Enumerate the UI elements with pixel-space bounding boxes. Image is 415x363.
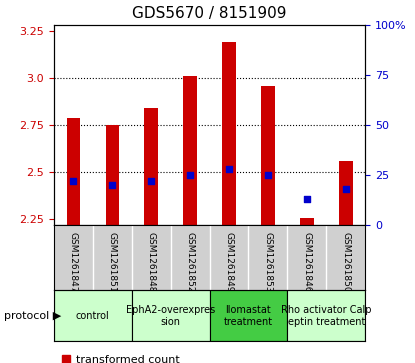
Bar [300, 217, 314, 225]
Bar [261, 86, 275, 225]
Bar [105, 125, 119, 225]
Text: GSM1261850: GSM1261850 [341, 232, 350, 292]
Point [109, 182, 116, 188]
Point [187, 172, 193, 178]
Bar [339, 161, 353, 225]
Text: llomastat
treatment: llomastat treatment [224, 305, 273, 327]
Bar [54, 290, 132, 341]
Point [70, 178, 77, 184]
Text: GSM1261853: GSM1261853 [264, 232, 272, 292]
Text: GSM1261852: GSM1261852 [186, 232, 195, 292]
Bar [132, 290, 210, 341]
Text: control: control [76, 311, 110, 321]
Text: protocol ▶: protocol ▶ [4, 311, 61, 321]
Point [303, 196, 310, 202]
Text: Rho activator Calp
eptin treatment: Rho activator Calp eptin treatment [281, 305, 371, 327]
Text: GSM1261851: GSM1261851 [108, 232, 117, 292]
Point [265, 172, 271, 178]
Text: GSM1261846: GSM1261846 [303, 232, 311, 292]
Text: GSM1261848: GSM1261848 [147, 232, 156, 292]
Bar [222, 42, 236, 225]
Point [148, 178, 154, 184]
Bar [66, 118, 80, 225]
Text: transformed count: transformed count [76, 355, 180, 363]
Point [342, 186, 349, 192]
Text: EphA2-overexpres
sion: EphA2-overexpres sion [126, 305, 215, 327]
Bar [183, 76, 197, 225]
Title: GDS5670 / 8151909: GDS5670 / 8151909 [132, 7, 287, 21]
Point [226, 166, 232, 172]
Bar [287, 290, 365, 341]
Text: GSM1261847: GSM1261847 [69, 232, 78, 292]
Bar [144, 108, 158, 225]
Bar [210, 290, 287, 341]
Text: GSM1261849: GSM1261849 [225, 232, 234, 292]
